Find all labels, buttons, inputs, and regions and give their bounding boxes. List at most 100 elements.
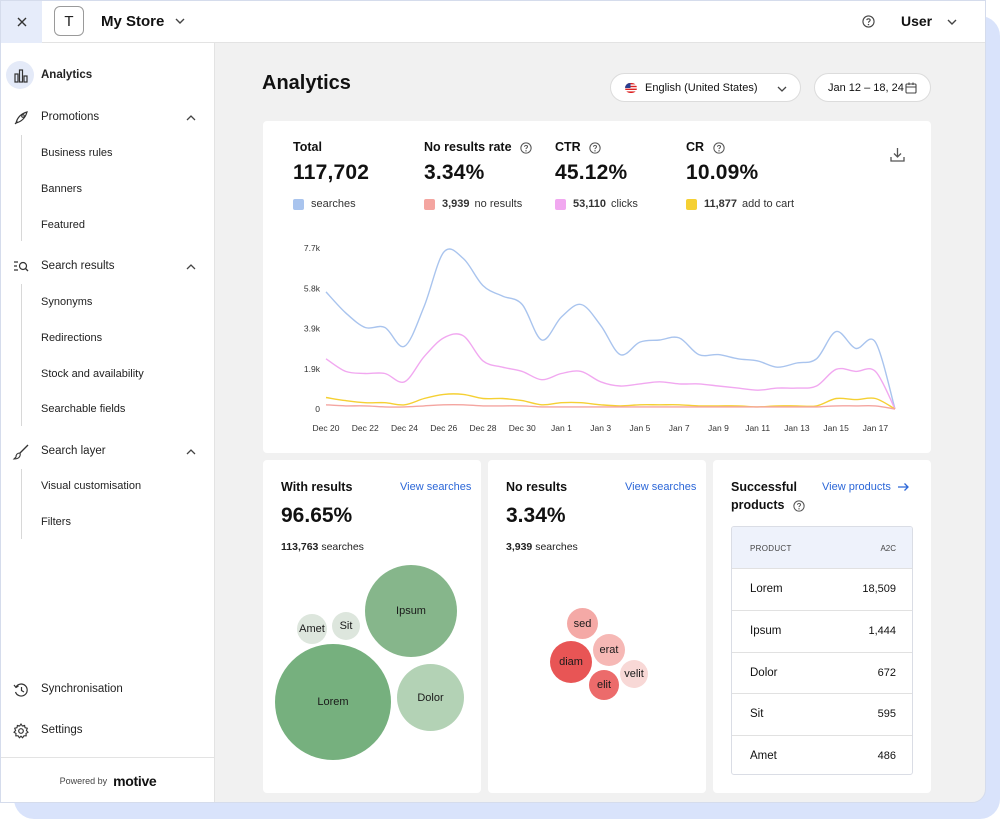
with-results-count: 113,763 searches [281, 541, 364, 553]
table-row[interactable]: Sit 595 [732, 693, 912, 735]
with-results-title: With results [281, 480, 353, 494]
x-tick-label: Dec 28 [469, 423, 496, 433]
legend-swatch [293, 198, 304, 210]
sidebar-subitem-business-rules[interactable]: Business rules [41, 147, 113, 159]
help-icon[interactable] [520, 142, 532, 154]
product-name: Sit [750, 708, 764, 720]
arrow-right-icon [897, 483, 909, 492]
x-tick-label: Dec 22 [352, 423, 379, 433]
chevron-up-icon[interactable] [185, 112, 197, 124]
column-header-product[interactable]: PRODUCT [750, 544, 792, 553]
successful-products-card [713, 460, 931, 793]
series-line-searches-line [325, 248, 896, 410]
bubble-elit[interactable]: elit [589, 670, 619, 700]
view-products-link[interactable]: View products [822, 481, 910, 493]
x-tick-label: Dec 26 [430, 423, 457, 433]
date-range-picker[interactable]: Jan 12 – 18, 24 [814, 73, 931, 102]
bubble-diam[interactable]: diam [550, 641, 592, 683]
product-name: Dolor [750, 667, 778, 679]
x-tick-label: Dec 20 [313, 423, 340, 433]
chevron-up-icon[interactable] [185, 446, 197, 458]
calendar-icon [905, 82, 917, 94]
bubble-ipsum[interactable]: Ipsum [365, 565, 457, 657]
date-range-value: Jan 12 – 18, 24 [828, 82, 904, 94]
help-icon[interactable] [793, 500, 805, 512]
bubble-lorem[interactable]: Lorem [275, 644, 391, 760]
tree-line [21, 284, 22, 426]
sidebar-item-analytics[interactable]: Analytics [1, 61, 215, 89]
view-searches-link[interactable]: View searches [625, 481, 697, 493]
successful-products-title-line1: Successful [731, 480, 798, 494]
brush-icon [12, 444, 29, 460]
sidebar-subitem-banners[interactable]: Banners [41, 183, 82, 195]
help-icon[interactable] [862, 15, 875, 28]
sidebar: Analytics Promotions Business rules Bann… [1, 43, 215, 802]
count-number: 113,763 [281, 541, 319, 553]
metric-legend-no-results: 3,939 no results [424, 198, 522, 210]
x-tick-label: Jan 5 [630, 423, 651, 433]
overview-card [263, 121, 931, 453]
sidebar-item-synchronisation[interactable]: Synchronisation [1, 675, 215, 703]
sidebar-item-label: Settings [41, 724, 83, 736]
bubble-dolor[interactable]: Dolor [397, 664, 464, 731]
table-row[interactable]: Amet 486 [732, 735, 912, 774]
legend-swatch [686, 198, 697, 210]
sidebar-item-promotions[interactable]: Promotions [1, 103, 215, 131]
language-value: English (United States) [645, 82, 758, 94]
x-tick-label: Jan 13 [784, 423, 810, 433]
close-button[interactable] [1, 1, 42, 43]
user-name[interactable]: User [901, 13, 933, 29]
sidebar-subitem-synonyms[interactable]: Synonyms [41, 296, 93, 308]
chevron-up-icon[interactable] [185, 261, 197, 273]
store-name[interactable]: My Store [101, 13, 165, 30]
x-tick-label: Jan 17 [863, 423, 889, 433]
no-results-count: 3,939 searches [506, 541, 578, 553]
y-tick-label: 5.8k [304, 283, 321, 293]
tree-line [21, 469, 22, 539]
count-number: 3,939 [506, 541, 533, 553]
metric-label-no-results-rate: No results rate [424, 140, 532, 154]
sidebar-subitem-searchable-fields[interactable]: Searchable fields [41, 403, 126, 415]
table-row[interactable]: Lorem 18,509 [732, 568, 912, 610]
sidebar-subitem-visual-customisation[interactable]: Visual customisation [41, 480, 142, 492]
sidebar-item-search-results[interactable]: Search results [1, 252, 215, 280]
history-icon [13, 683, 28, 697]
language-select[interactable]: English (United States) [610, 73, 801, 102]
y-tick-label: 0 [315, 404, 320, 414]
table-row[interactable]: Dolor 672 [732, 652, 912, 694]
sidebar-item-settings[interactable]: Settings [1, 716, 215, 744]
legend-text: searches [311, 198, 356, 210]
column-header-a2c[interactable]: A2C [880, 544, 896, 553]
chevron-down-icon[interactable] [945, 15, 959, 29]
store-avatar[interactable]: T [54, 6, 84, 36]
bubble-sit[interactable]: Sit [332, 612, 360, 640]
with-results-value: 96.65% [281, 504, 353, 527]
bubble-sed[interactable]: sed [567, 608, 598, 639]
product-a2c: 595 [877, 708, 896, 720]
legend-number: 11,877 [704, 198, 738, 210]
product-name: Amet [750, 750, 777, 762]
product-a2c: 18,509 [862, 583, 896, 595]
sidebar-subitem-stock[interactable]: Stock and availability [41, 368, 144, 380]
sidebar-item-search-layer[interactable]: Search layer [1, 437, 215, 465]
help-icon[interactable] [589, 142, 601, 154]
table-row[interactable]: Ipsum 1,444 [732, 610, 912, 652]
legend-text: clicks [611, 198, 638, 210]
legend-text: no results [474, 198, 523, 210]
sidebar-subitem-featured[interactable]: Featured [41, 219, 86, 231]
search-list-icon [14, 261, 29, 272]
bubble-amet[interactable]: Amet [297, 614, 327, 644]
download-icon[interactable] [889, 146, 906, 163]
help-icon[interactable] [712, 142, 725, 154]
bubble-velit[interactable]: velit [620, 660, 648, 688]
x-tick-label: Jan 15 [823, 423, 849, 433]
sidebar-subitem-redirections[interactable]: Redirections [41, 332, 103, 344]
bubble-erat[interactable]: erat [593, 634, 625, 666]
sidebar-subitem-filters[interactable]: Filters [41, 516, 71, 528]
x-tick-label: Jan 9 [708, 423, 729, 433]
y-tick-label: 1.9k [304, 364, 321, 374]
powered-by-label: Powered by [59, 776, 108, 786]
page-title: Analytics [262, 72, 351, 94]
view-searches-link[interactable]: View searches [400, 481, 472, 493]
chevron-down-icon[interactable] [173, 14, 187, 28]
